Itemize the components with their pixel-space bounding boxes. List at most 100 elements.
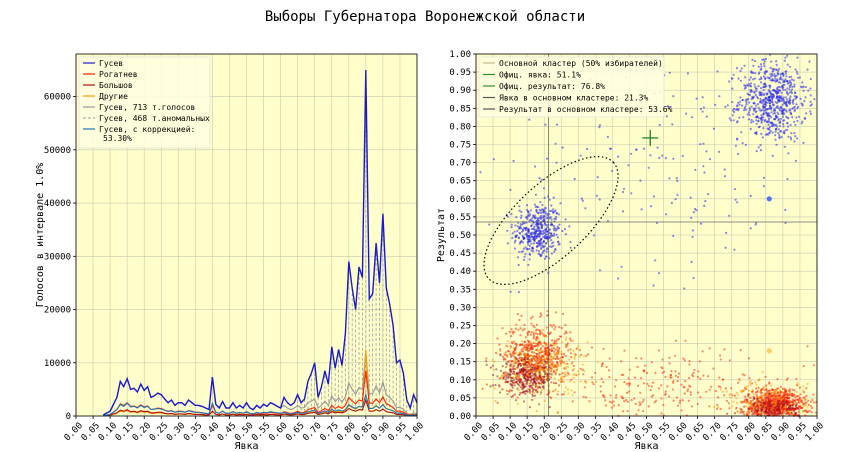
scatter-point [805,394,808,397]
scatter-point [622,190,625,194]
scatter-point [509,370,513,374]
scatter-point [528,244,532,248]
scatter-point [549,348,553,351]
scatter-point [512,379,516,382]
scatter-point [510,379,513,383]
scatter-point [734,144,738,147]
scatter-point [534,390,538,393]
scatter-point [794,412,797,415]
scatter-point [748,381,752,384]
scatter-point [534,216,537,219]
scatter-point [778,124,782,128]
y-tick-label: 0 [66,412,71,422]
scatter-point [769,104,772,107]
scatter-point [729,396,732,399]
scatter-point [556,348,559,351]
scatter-point [549,368,552,371]
scatter-point [741,373,744,376]
scatter-point [523,255,526,258]
scatter-point [760,118,763,121]
scatter-point [786,121,789,125]
scatter-point [788,84,791,87]
scatter-point [556,225,559,228]
scatter-point [573,367,576,370]
scatter-point [779,117,783,120]
scatter-point [702,374,705,377]
scatter-point [753,77,757,80]
scatter-point [519,357,523,361]
scatter-point [504,373,507,376]
scatter-point [553,377,556,380]
scatter-point [797,401,800,404]
scatter-point [626,391,629,394]
scatter-point [530,235,533,238]
scatter-point [544,212,547,215]
scatter-point [768,102,771,105]
scatter-point [529,374,532,378]
scatter-point [528,382,531,385]
scatter-point [790,400,793,403]
scatter-point [617,155,620,158]
scatter-point [556,236,559,239]
scatter-point [553,229,556,232]
scatter-point [542,240,546,243]
scatter-point [520,210,523,214]
scatter-point [716,403,719,406]
scatter-point [773,118,777,121]
scatter-point [791,394,794,398]
scatter-point [768,84,771,87]
scatter-point [745,385,749,388]
scatter-point [522,237,525,241]
scatter-point [493,387,496,390]
scatter-point [752,412,755,415]
scatter-point [760,114,763,117]
scatter-point [578,349,582,352]
scatter-point [564,218,567,221]
scatter-point [526,369,529,372]
scatter-point [699,107,703,111]
scatter-point [545,362,548,365]
scatter-point [751,95,754,98]
scatter-point [628,384,631,387]
scatter-point [650,205,653,208]
scatter-point [758,411,761,414]
scatter-point [744,143,747,146]
scatter-point [555,233,558,236]
scatter-point [771,397,775,400]
scatter-point [778,67,781,70]
scatter-point [488,223,491,226]
scatter-point [511,386,514,389]
scatter-point [550,218,553,221]
scatter-point [806,406,809,409]
scatter-point [505,376,508,379]
scatter-point [537,376,540,379]
scatter-point [785,410,789,413]
scatter-point [770,384,773,387]
scatter-point [519,386,523,389]
scatter-point [519,223,522,226]
scatter-point [572,339,575,342]
scatter-point [485,360,488,363]
y-tick-label: 0.95 [449,68,471,78]
scatter-point [773,74,776,78]
scatter-point [536,347,539,350]
y-tick-label: 50000 [44,146,71,156]
scatter-point [793,83,796,86]
scatter-point [763,109,767,112]
scatter-point [786,402,789,405]
scatter-point [694,168,697,171]
scatter-point [617,277,620,280]
scatter-point [670,376,673,379]
scatter-point [558,346,561,350]
scatter-point [511,330,514,333]
scatter-point [613,404,616,407]
scatter-point [736,410,739,413]
scatter-point [808,409,812,412]
scatter-point [633,397,636,400]
scatter-point [520,314,523,317]
scatter-point [579,367,582,370]
scatter-point [784,72,788,75]
scatter-point [719,407,722,410]
scatter-point [752,78,755,81]
scatter-point [757,106,760,109]
